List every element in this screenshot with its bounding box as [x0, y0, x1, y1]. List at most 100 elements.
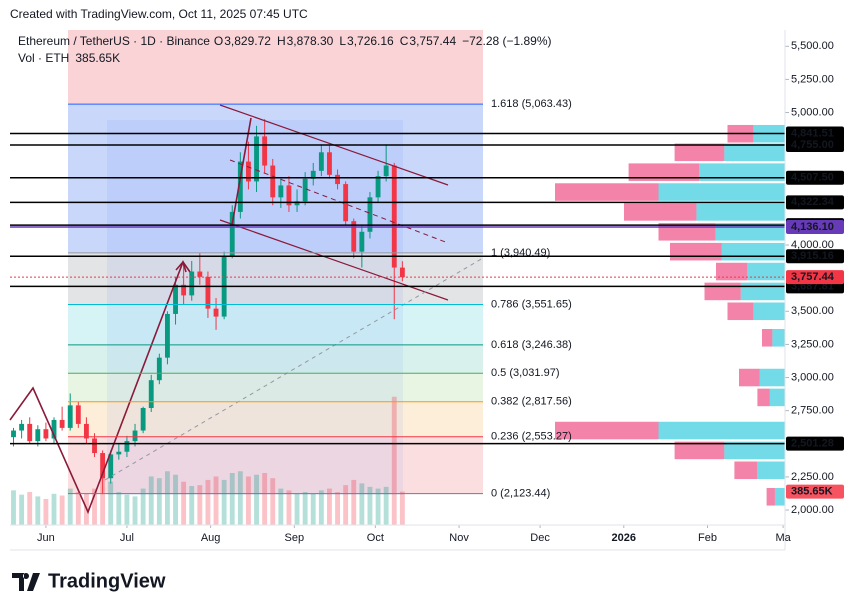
volume-bar: [327, 488, 332, 525]
fib-label: 1 (3,940.49): [491, 247, 550, 259]
ohlc-key: O: [214, 34, 223, 48]
candle-body: [359, 231, 365, 252]
volume-bar: [124, 494, 130, 525]
volume-bar: [294, 493, 300, 525]
candle-body: [246, 161, 251, 182]
profile-row-up: [724, 441, 785, 460]
volume-bar: [181, 481, 187, 525]
volume-bar: [140, 488, 146, 525]
volume-bar: [270, 478, 276, 525]
candle-body: [278, 185, 284, 198]
candle-body: [165, 313, 170, 358]
grid: [45, 45, 789, 528]
candle-body: [367, 197, 373, 232]
volume-bar: [302, 492, 308, 525]
change: −72.28 (−1.89%): [462, 34, 551, 48]
candle-body: [100, 453, 106, 479]
candle-body: [75, 405, 81, 424]
axes: 2,000.00 2,250.00 2,750.00 3,000.00 3,250.00…: [37, 40, 834, 544]
vol-value: 385.65K: [75, 51, 120, 65]
profile-row-up: [740, 282, 785, 301]
price-tag-label: 4,755.00: [791, 139, 834, 151]
price-tag-label: 4,841.51: [791, 127, 834, 139]
candle-body: [383, 165, 389, 177]
candle-body: [140, 408, 146, 431]
profile-row-down: [704, 282, 741, 301]
candle-body: [124, 441, 130, 452]
y-tick-label: 5,500.00: [791, 40, 834, 52]
fib-label: 0.5 (3,031.97): [491, 367, 560, 379]
volume-bar: [237, 471, 243, 525]
y-tick-label: 3,250.00: [791, 338, 834, 350]
candle-body: [43, 429, 49, 439]
profile-row-down: [727, 302, 754, 321]
volume-tag-label: 385.65K: [791, 485, 833, 497]
ohlc-value: 3,878.30: [287, 34, 334, 48]
volume-bar: [197, 485, 203, 525]
profile-row-down: [757, 388, 770, 407]
candle-body: [83, 423, 89, 439]
candle-body: [375, 176, 381, 198]
volume-bar: [165, 471, 170, 525]
candle-body: [108, 454, 114, 479]
candle-body: [19, 423, 25, 431]
fib-bands: [68, 30, 483, 494]
candle-body: [213, 308, 219, 317]
fib-band-top: [68, 30, 483, 105]
x-tick-label: Feb: [698, 532, 717, 544]
volume-bar: [51, 493, 57, 525]
fib-band: [68, 344, 483, 374]
candle-body: [254, 136, 259, 182]
volume-bar: [11, 490, 16, 525]
price-tag-label: 3,915.16: [791, 250, 834, 262]
candle-body: [173, 284, 178, 314]
symbol: Ethereum / TetherUS · 1D · Binance: [18, 34, 210, 48]
price-tag-label: 3,757.44: [791, 271, 835, 283]
fib-label: 0.786 (3,551.65): [491, 298, 572, 310]
y-tick-label: 2,000.00: [791, 504, 834, 516]
volume-bar: [100, 473, 106, 525]
profile-row-up: [769, 388, 785, 407]
volume-bar: [213, 476, 219, 525]
candle-body: [310, 170, 316, 179]
candle-body: [11, 430, 16, 438]
candle-body: [229, 211, 235, 256]
y-tick-label: 3,500.00: [791, 305, 834, 317]
candle-body: [262, 136, 268, 166]
volume-bar: [59, 495, 65, 525]
candle-body: [189, 271, 195, 296]
price-tags: 4,841.514,755.004,507.504,322.344,150.00…: [786, 126, 844, 499]
levels: 1.618 (5,063.43) 1 (3,940.49) 0.786 (3,551…: [10, 98, 785, 500]
y-tick-label: 4,000.00: [791, 239, 834, 251]
candle-body: [51, 419, 57, 439]
profile-row-up: [774, 488, 785, 506]
candle-body: [197, 271, 203, 277]
candle-body: [181, 284, 187, 296]
x-tick-label: Sep: [285, 532, 305, 544]
profile-row-up: [658, 183, 785, 201]
profile-row-down: [739, 368, 760, 387]
candle-body: [35, 429, 41, 442]
ohlc-value: 3,726.16: [347, 34, 394, 48]
price-tag: [786, 436, 844, 451]
candle-body: [59, 419, 65, 428]
volume-bar: [156, 478, 162, 525]
candle-body: [156, 357, 162, 381]
ohlc-key: L: [339, 34, 346, 48]
x-tick-label: 2026: [612, 532, 636, 544]
candle-body: [205, 276, 211, 309]
y-tick-label: 2,750.00: [791, 405, 834, 417]
fib-label: 1.618 (5,063.43): [491, 98, 572, 110]
x-tick-label: Nov: [449, 532, 469, 544]
volume-bar: [205, 479, 211, 525]
profile-row-down: [624, 203, 697, 221]
candle-body: [270, 165, 276, 198]
volume-bar: [375, 488, 381, 525]
profile-row-down: [734, 461, 758, 480]
volume-bar: [359, 483, 365, 525]
volume-bar: [391, 396, 397, 525]
x-tick-label: Dec: [530, 532, 550, 544]
profile-row-down: [674, 441, 725, 460]
volume-bar: [132, 496, 138, 525]
brand-name: TradingView: [48, 570, 166, 592]
